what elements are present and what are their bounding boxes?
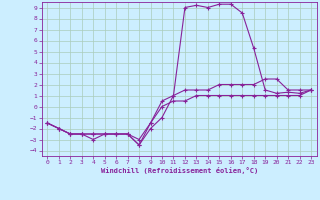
X-axis label: Windchill (Refroidissement éolien,°C): Windchill (Refroidissement éolien,°C) <box>100 167 258 174</box>
